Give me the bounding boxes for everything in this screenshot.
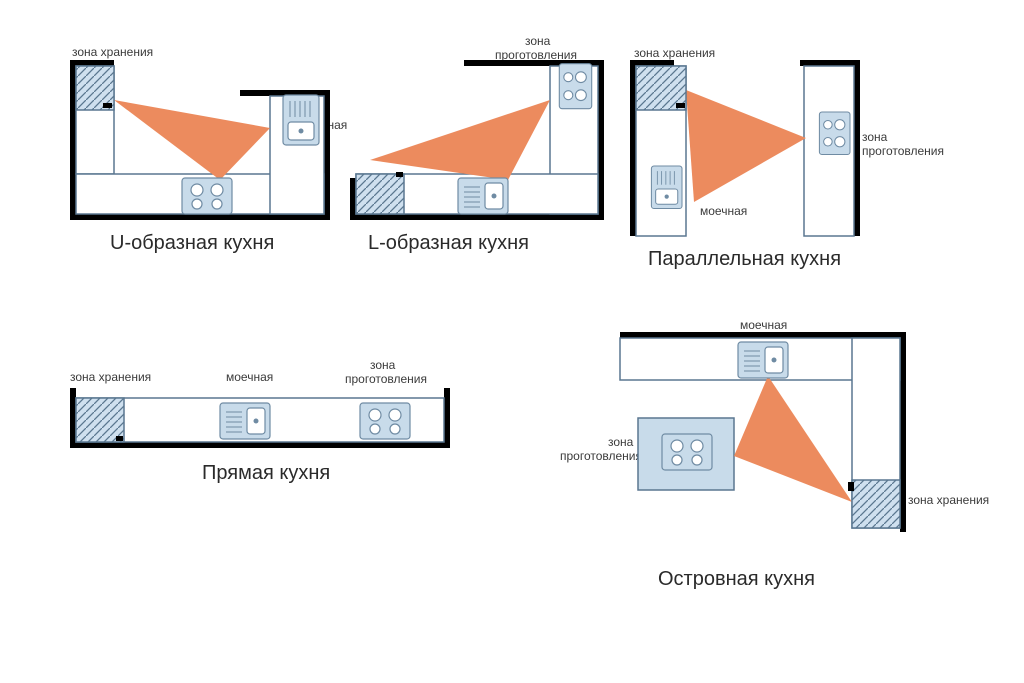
p-storage-label: зона хранения: [634, 46, 715, 60]
s-sink-label: моечная: [226, 370, 273, 384]
stove-icon: [559, 64, 591, 109]
i-sink-label: моечная: [740, 318, 787, 332]
s-storage-label: зона хранения: [70, 370, 151, 384]
u-kitchen-diagram: [70, 60, 330, 220]
s-cook-label2: проготовления: [345, 372, 427, 386]
s-cook-label1: зона: [370, 358, 395, 372]
p-title: Параллельная кухня: [648, 248, 841, 271]
stove-icon: [662, 434, 712, 470]
sink-icon: [738, 342, 788, 378]
island-kitchen-diagram: [620, 332, 920, 552]
stove-icon: [182, 178, 232, 214]
l-kitchen-diagram: [350, 60, 610, 220]
fridge-icon: [852, 480, 900, 528]
stove-icon: [819, 112, 850, 155]
sink-icon: [220, 403, 270, 439]
u-title: U-образная кухня: [110, 232, 274, 255]
l-title: L-образная кухня: [368, 232, 529, 255]
s-title: Прямая кухня: [202, 462, 330, 485]
sink-icon: [651, 166, 682, 209]
straight-kitchen-diagram: [70, 388, 450, 448]
u-storage-label: зона хранения: [72, 45, 153, 59]
sink-icon: [458, 178, 508, 214]
l-cook-label1: зона: [525, 34, 550, 48]
fridge-icon: [356, 174, 404, 214]
stove-icon: [360, 403, 410, 439]
sink-icon: [283, 95, 319, 145]
i-title: Островная кухня: [658, 568, 815, 591]
parallel-kitchen-diagram: [630, 60, 910, 236]
fridge-icon: [76, 398, 124, 442]
i-storage-label: зона хранения: [908, 493, 989, 507]
